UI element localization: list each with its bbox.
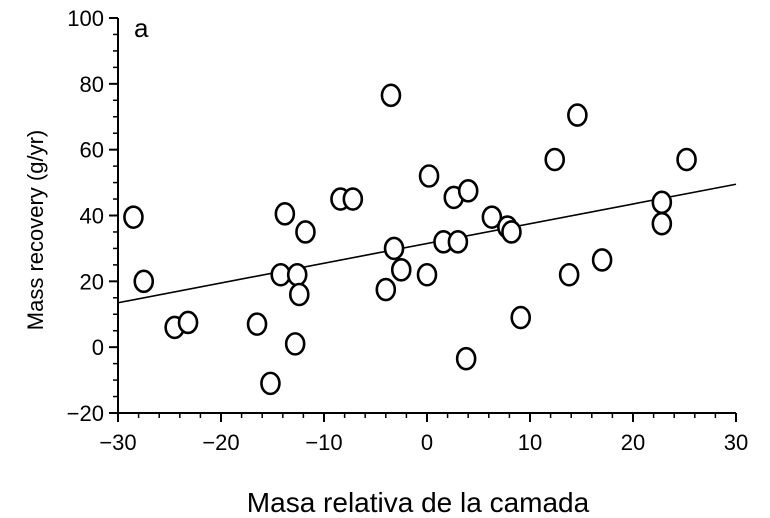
x-tick-label: 30: [724, 430, 748, 455]
data-point: [380, 83, 402, 108]
data-point: [286, 262, 308, 287]
y-axis-title: Mass recovery (g/yr): [23, 130, 48, 330]
trend-line-group: [117, 183, 737, 304]
y-tick-label: 100: [67, 6, 104, 31]
data-point: [260, 371, 281, 396]
axes: [117, 18, 736, 414]
data-point: [416, 262, 438, 287]
data-point: [133, 269, 155, 294]
data-point: [274, 202, 296, 226]
data-point: [390, 258, 412, 282]
data-point: [501, 220, 522, 244]
x-axis-title: Masa relativa de la camada: [247, 487, 590, 518]
y-tick-label: 60: [80, 138, 104, 163]
x-tick-label: −10: [305, 430, 342, 455]
data-point: [558, 262, 580, 287]
y-tick-label: 0: [92, 335, 104, 360]
x-tick-label: 20: [621, 430, 645, 455]
data-point: [123, 205, 144, 229]
data-point: [651, 190, 673, 215]
x-tick-label: −20: [202, 430, 239, 455]
data-point: [284, 332, 306, 356]
y-tick-label: −20: [67, 401, 104, 426]
data-point: [375, 277, 397, 302]
data-point: [567, 103, 588, 127]
data-point: [455, 346, 477, 371]
y-tick-label: 40: [80, 204, 104, 229]
data-point: [591, 248, 613, 272]
data-point: [295, 220, 316, 244]
x-tick-label: 10: [518, 430, 542, 455]
data-point: [651, 211, 673, 236]
data-point: [288, 282, 310, 307]
panel-label: a: [134, 13, 149, 43]
data-point: [481, 205, 503, 229]
tick-labels: −20 0 20 40 60 80 100 −30 −20 −10 0 10 20 30: [67, 6, 749, 455]
x-tick-label: 0: [421, 430, 433, 455]
tick-marks: [109, 17, 737, 422]
data-point: [342, 187, 364, 211]
data-point: [676, 147, 697, 172]
data-point: [177, 310, 199, 335]
y-tick-label: 80: [80, 72, 104, 97]
x-tick-label: −30: [99, 430, 136, 455]
trend-line: [117, 183, 737, 304]
data-point: [447, 230, 469, 254]
data-point: [457, 179, 479, 203]
data-point: [418, 164, 440, 188]
y-tick-label: 20: [80, 269, 104, 294]
data-point: [383, 236, 405, 261]
data-point: [510, 305, 532, 330]
data-point: [246, 312, 268, 336]
data-points: [123, 83, 697, 396]
data-point: [544, 147, 566, 172]
